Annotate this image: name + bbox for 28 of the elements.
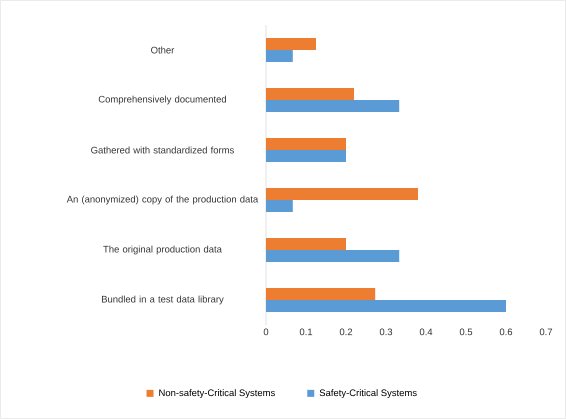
x-tick-label: 0.1	[300, 328, 312, 336]
x-tick-label: 0.5	[460, 328, 472, 336]
bar	[266, 88, 354, 100]
x-tick-label: 0.7	[540, 328, 552, 336]
bar	[266, 238, 346, 250]
y-tick-label: Gathered with standardized forms	[91, 146, 234, 154]
y-tick-label: An (anonymized) copy of the production data	[66, 196, 258, 204]
x-tick-label: 0.3	[380, 328, 392, 336]
bar	[266, 188, 418, 200]
x-tick-label: 0.6	[500, 328, 512, 336]
x-tick-label: 0	[264, 328, 268, 336]
bar	[266, 38, 316, 50]
legend-label: Non-safety-Critical Systems	[159, 389, 275, 398]
bar	[266, 300, 506, 312]
x-tick-label: 0.4	[420, 328, 432, 336]
y-tick-label: Bundled in a test data library	[102, 296, 224, 304]
bar	[266, 200, 293, 212]
legend-label: Safety-Critical Systems	[320, 389, 417, 398]
bar	[266, 100, 400, 112]
bar	[266, 250, 400, 262]
y-tick-label: The original production data	[103, 246, 222, 254]
bar	[266, 288, 376, 300]
x-tick-label: 0.2	[340, 328, 352, 336]
y-tick-label: Comprehensively documented	[98, 96, 226, 104]
y-tick-label: Other	[151, 46, 174, 54]
bar	[266, 138, 346, 150]
bar	[266, 150, 346, 162]
bar	[266, 50, 293, 62]
